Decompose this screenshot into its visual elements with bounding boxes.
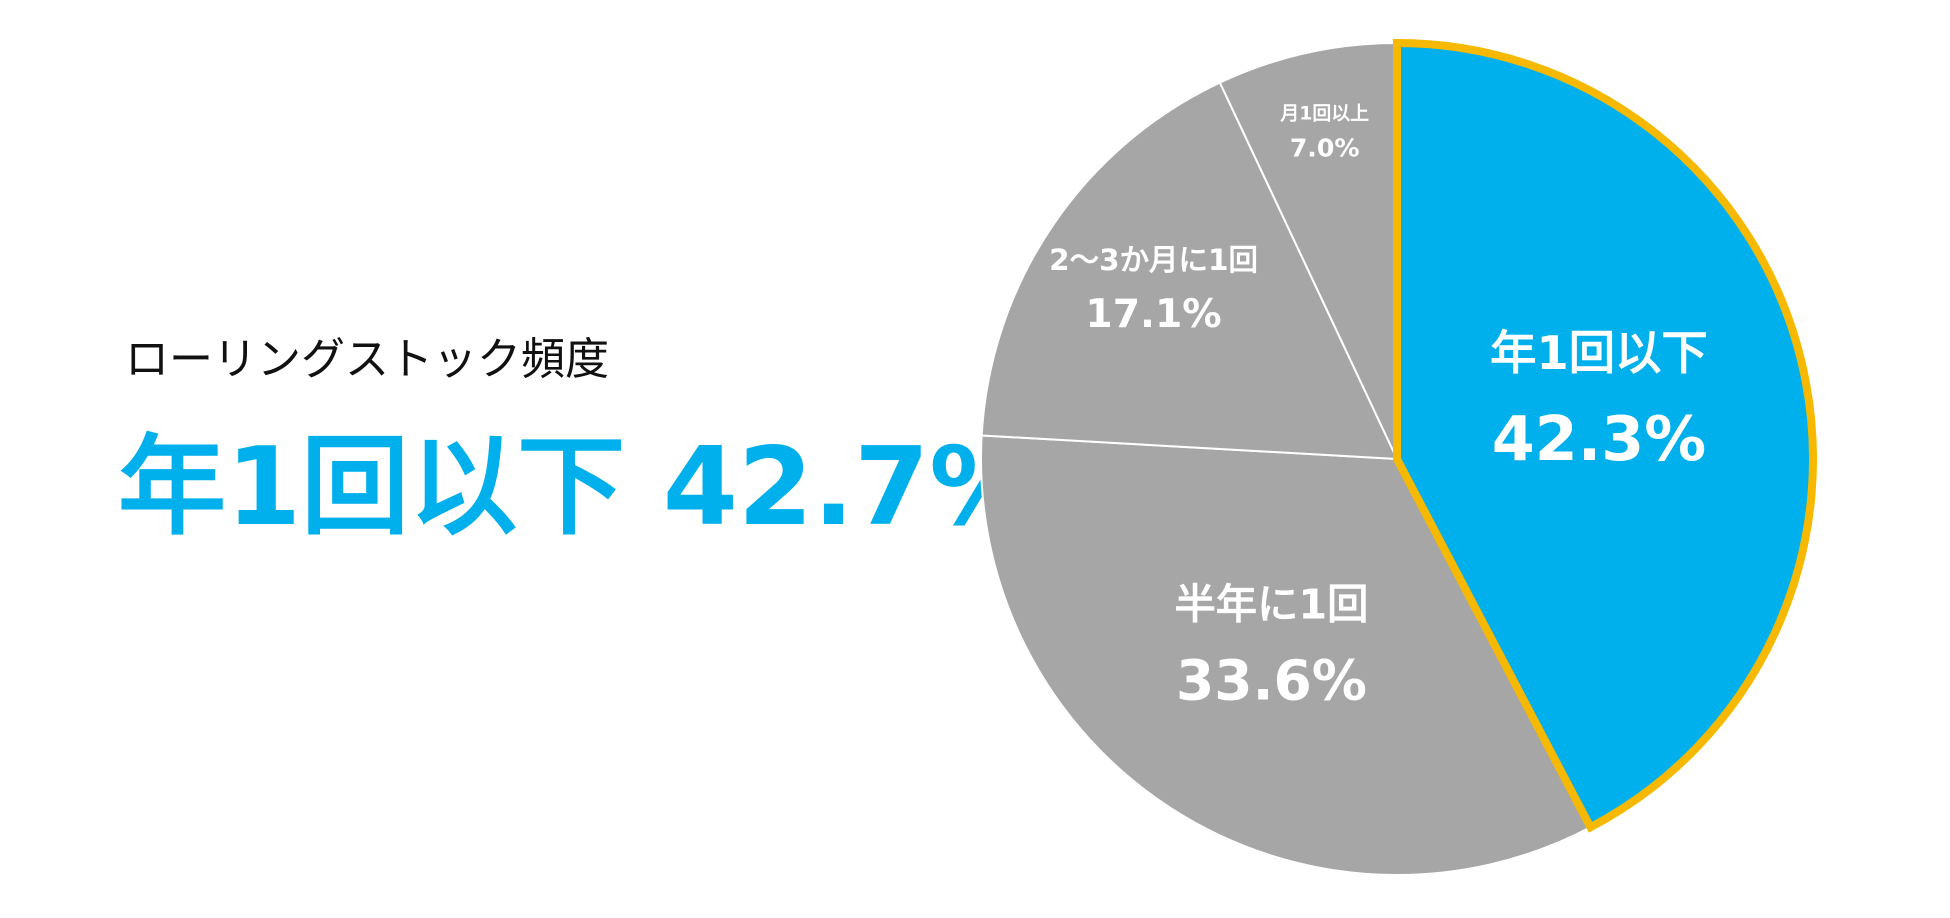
annotation: 年1回以下 42.7% [118, 425, 1037, 550]
pie-slice [980, 81, 1399, 461]
chart-title: ローリングストック頻度 [125, 334, 609, 385]
slice-category-label: 月1回以上 [1279, 103, 1369, 125]
pie-slice [1393, 38, 1817, 833]
slice-category-label: 半年に1回 [1175, 580, 1369, 628]
slice-value-label: 33.6% [1176, 648, 1367, 712]
slice-value-label: 42.3% [1492, 403, 1706, 475]
slice-value-label: 7.0% [1290, 133, 1360, 162]
slice-category-label: 年1回以下 [1490, 326, 1708, 380]
slice-value-label: 17.1% [1085, 292, 1221, 337]
pie-slice [1218, 41, 1398, 460]
slice-category-label: 2〜3か月に1回 [1049, 243, 1258, 277]
